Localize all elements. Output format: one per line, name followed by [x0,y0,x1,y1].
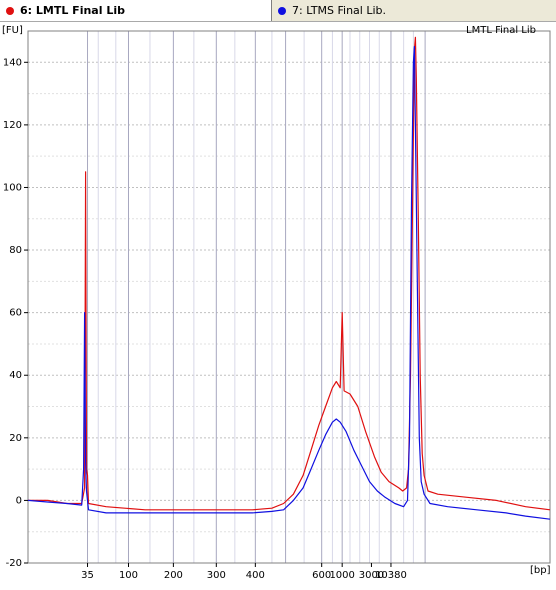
x-tick-label: 300 [207,570,226,581]
series-layer [27,36,551,520]
y-tick-label: 20 [9,433,22,444]
y-tick-label: 0 [16,495,22,506]
electropherogram-chart: -20 0 20 40 60 80 100 120 140 35 100 200 300 400 600 10… [0,21,556,586]
tab-label: 7: LTMS Final Lib. [292,4,387,17]
x-tick-label: 600 [312,570,331,581]
tab-sample-6[interactable]: 6: LMTL Final Lib [0,0,272,21]
x-tick-label: 35 [81,570,94,581]
grid-layer [28,30,550,564]
y-tick-label: 60 [9,308,22,319]
y-tick-label: -20 [6,558,22,569]
y-tick-label: 40 [9,370,22,381]
tab-label: 6: LMTL Final Lib [20,4,125,17]
blue-dot-icon [278,6,286,15]
sample-tab-bar: 6: LMTL Final Lib 7: LTMS Final Lib. [0,0,556,22]
y-tick-label: 140 [3,57,22,68]
series-line-lmtl [28,36,551,511]
x-tick-label: 400 [246,570,265,581]
y-tick-label: 120 [3,120,22,131]
x-tick-label: 1000 [329,570,354,581]
red-dot-icon [6,6,14,15]
x-tick-label: 3000 [359,570,384,581]
x-tick-label: 10380 [375,570,407,581]
x-tick-label: 100 [119,570,138,581]
tab-sample-7[interactable]: 7: LTMS Final Lib. [272,0,556,21]
series-line-ltms [27,46,551,520]
x-axis-label: [bp] [530,565,551,576]
chart-title: LMTL Final Lib [466,25,536,36]
y-tick-label: 80 [9,245,22,256]
plot-frame [27,30,551,564]
x-tick-label: 200 [164,570,183,581]
y-tick-label: 100 [3,182,22,193]
y-axis-label: [FU] [2,25,23,36]
